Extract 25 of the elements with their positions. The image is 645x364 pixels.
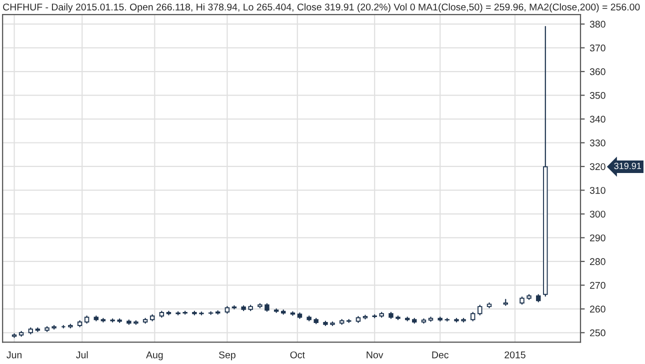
x-tick-label: Oct [290, 351, 305, 358]
y-tick-label: 250 [590, 329, 606, 336]
x-tick-label: Jul [76, 351, 88, 358]
y-tick-label: 300 [590, 210, 606, 218]
x-tick-label: Jun [6, 352, 22, 358]
y-tick-label: 280 [590, 258, 606, 266]
candlestick [478, 304, 482, 316]
chart-title: CHFHUF - Daily 2015.01.15. Open 266.118, Hi 378.94, Lo 265.404, Close 319.91 (20.2%) Vol 0 MA1(Close,50) = 259.96, MA2(Close,200) = 256.00 [3, 3, 640, 12]
y-tick-label: 350 [590, 92, 606, 99]
y-tick-label: 290 [590, 234, 606, 242]
x-tick-label: 2015 [504, 351, 526, 358]
x-tick-label: Aug [146, 352, 163, 360]
y-tick-label: 330 [590, 139, 606, 146]
y-tick-label: 260 [590, 306, 606, 313]
y-tick-label: 380 [590, 20, 606, 28]
y-tick-label: 310 [590, 186, 606, 194]
y-tick-label: 340 [590, 116, 606, 123]
y-tick-label: 360 [590, 68, 606, 76]
x-tick-label: Dec [432, 352, 449, 358]
x-tick-label: Sep [218, 351, 236, 360]
text: 319.91 [614, 162, 642, 170]
x-tick-label: Nov [366, 352, 384, 358]
y-tick-label: 320 [590, 163, 606, 170]
y-tick-label: 270 [590, 282, 606, 289]
y-tick-label: 370 [590, 44, 606, 52]
